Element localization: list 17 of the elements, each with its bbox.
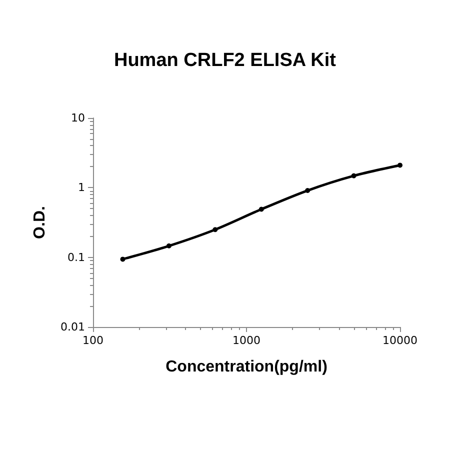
point	[120, 256, 126, 262]
x-tick-label: 100	[82, 334, 104, 347]
point	[305, 188, 310, 194]
x-axis-title: Concentration(pg/ml)	[166, 358, 328, 376]
point	[212, 227, 218, 232]
y-axis-title: O.D.	[32, 206, 48, 239]
point	[398, 162, 402, 168]
x-tick-label: 10000	[382, 334, 418, 347]
point	[351, 173, 356, 178]
y-tick-label: 0.1	[68, 250, 85, 264]
point	[258, 206, 264, 212]
point	[166, 243, 172, 248]
y-tick-label: 1	[78, 181, 85, 194]
chart-title: Human CRLF2 ELISA Kit	[114, 50, 337, 71]
x-tick-label: 1000	[232, 334, 260, 347]
y-tick-label: 10	[71, 112, 85, 124]
y-tick-label: 0.01	[60, 320, 85, 334]
